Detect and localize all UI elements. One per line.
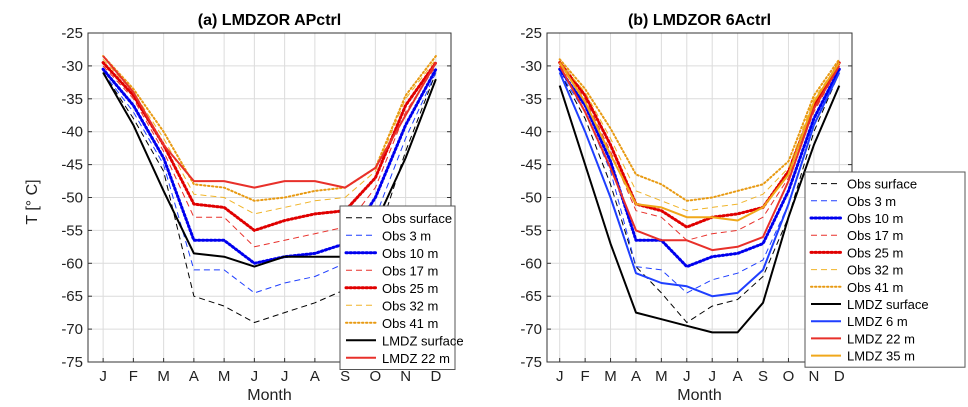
series-line-lmdz-22-m: [102, 55, 437, 189]
x-tick-label: N: [400, 368, 411, 385]
legend-label: Obs surface: [382, 211, 452, 226]
y-tick-label: -45: [61, 157, 83, 174]
y-tick-label: -40: [61, 124, 83, 141]
x-tick-label: J: [281, 368, 289, 385]
x-tick-label: A: [631, 368, 641, 385]
x-tick-label: F: [581, 368, 590, 385]
series-line-obs-10-m: [101, 67, 438, 265]
series-line-obs-41-m: [102, 55, 437, 202]
x-tick-label: D: [834, 368, 845, 385]
chart-title: (a) LMDZOR APctrl: [198, 12, 341, 29]
y-tick-label: -35: [61, 91, 83, 108]
series-line-obs-surface: [102, 72, 437, 323]
series-line-obs-17-m: [102, 65, 437, 248]
x-axis-label: Month: [677, 387, 721, 404]
series-line-obs-32-m: [559, 62, 840, 212]
x-tick-label: F: [129, 368, 138, 385]
y-tick-label: -30: [520, 58, 542, 75]
legend-label: Obs 25 m: [382, 281, 438, 296]
chart-panel-2: -75-70-65-60-55-50-45-40-35-30-25J F M A M J J…: [520, 12, 966, 404]
legend-label: LMDZ 35 m: [847, 349, 915, 364]
legend-label: Obs 10 m: [382, 246, 438, 261]
y-tick-label: -60: [520, 255, 542, 272]
y-tick-label: -40: [520, 124, 542, 141]
legend-label: LMDZ 22 m: [847, 331, 915, 346]
y-tick-label: -55: [61, 222, 83, 239]
x-tick-label: J: [251, 368, 259, 385]
legend-label: LMDZ surface: [382, 333, 464, 348]
legend-label: Obs 17 m: [847, 228, 903, 243]
y-tick-label: -25: [61, 25, 83, 42]
x-tick-label: A: [733, 368, 743, 385]
series-line-obs-25-m: [101, 61, 438, 232]
y-tick-label: -60: [61, 255, 83, 272]
legend-label: LMDZ 22 m: [382, 351, 450, 366]
legend-label: LMDZ surface: [847, 297, 929, 312]
x-tick-label: O: [783, 368, 795, 385]
series-line-lmdz-surface: [558, 85, 841, 334]
legend-label: Obs 41 m: [382, 316, 438, 331]
x-tick-label: S: [758, 368, 768, 385]
y-tick-label: -65: [61, 288, 83, 305]
y-tick-label: -50: [520, 190, 542, 207]
x-tick-label: O: [370, 368, 382, 385]
x-axis-label: Month: [247, 387, 291, 404]
legend-label: Obs 32 m: [382, 298, 438, 313]
y-tick-label: -75: [520, 354, 542, 371]
legend-label: Obs 3 m: [847, 194, 896, 209]
x-tick-label: J: [708, 368, 716, 385]
legend: Obs surface Obs 3 m Obs 10 m Obs 17 m Obs 25…: [804, 171, 966, 368]
y-tick-label: -45: [520, 157, 542, 174]
legend-label: Obs 32 m: [847, 263, 903, 278]
x-tick-label: M: [157, 368, 170, 385]
legend-label: Obs 10 m: [847, 211, 903, 226]
x-tick-label: A: [310, 368, 320, 385]
x-tick-label: M: [655, 368, 668, 385]
y-tick-label: -35: [520, 91, 542, 108]
series-line-obs-3-m: [102, 72, 437, 294]
x-tick-label: N: [808, 368, 819, 385]
y-tick-label: -75: [61, 354, 83, 371]
x-tick-label: J: [556, 368, 564, 385]
x-tick-label: J: [99, 368, 107, 385]
x-tick-label: S: [340, 368, 350, 385]
y-tick-label: -65: [520, 288, 542, 305]
x-tick-label: D: [430, 368, 441, 385]
y-axis-label: T [° C]: [24, 179, 41, 224]
x-tick-label: M: [604, 368, 617, 385]
x-tick-label: J: [683, 368, 691, 385]
chart-panel-1: -75 -70 -65 -60 -55 -50 -45 -40 -35 -30 -25 J F M A M J J…: [61, 12, 463, 404]
legend-label: Obs 17 m: [382, 263, 438, 278]
legend-label: Obs surface: [847, 177, 917, 192]
x-tick-label: M: [218, 368, 231, 385]
x-tick-label: A: [189, 368, 199, 385]
series-line-lmdz-6-m: [558, 72, 841, 298]
chart-title: (b) LMDZOR 6Actrl: [628, 12, 771, 29]
legend-label: LMDZ 6 m: [847, 314, 908, 329]
y-tick-label: -25: [520, 25, 542, 42]
legend-label: Obs 25 m: [847, 245, 903, 260]
y-tick-label: -70: [61, 321, 83, 338]
legend: Obs surface Obs 3 m Obs 10 m Obs 17 m Obs 25…: [339, 205, 464, 370]
y-tick-label: -30: [61, 58, 83, 75]
y-tick-label: -70: [520, 321, 542, 338]
legend-label: Obs 3 m: [382, 228, 431, 243]
legend-label: Obs 41 m: [847, 280, 903, 295]
series-line-obs-3-m: [559, 72, 840, 294]
series-line-lmdz-22-m: [558, 65, 841, 252]
y-tick-label: -50: [61, 190, 83, 207]
series-line-obs-41-m: [558, 58, 841, 202]
y-tick-label: -55: [520, 222, 542, 239]
series-line-lmdz-35-m: [558, 62, 841, 222]
series-line-obs-10-m: [558, 67, 841, 269]
